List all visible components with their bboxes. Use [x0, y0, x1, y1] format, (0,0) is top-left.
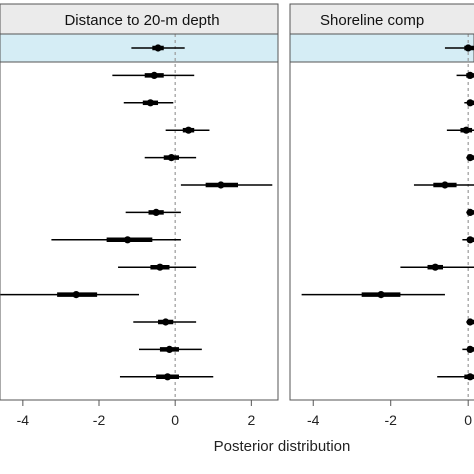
- panel-title: Distance to 20-m depth: [64, 12, 219, 29]
- posterior-mean-point: [154, 44, 162, 52]
- x-tick-label: -4: [17, 412, 30, 428]
- posterior-mean-point: [152, 208, 160, 216]
- x-tick-label: 0: [171, 412, 179, 428]
- posterior-mean-point: [163, 373, 172, 381]
- posterior-mean-point: [72, 291, 80, 299]
- posterior-mean-point: [466, 373, 474, 381]
- x-tick-label: 0: [464, 412, 472, 428]
- posterior-mean-point: [150, 71, 158, 79]
- posterior-mean-point: [431, 263, 439, 271]
- x-tick-label: -2: [384, 412, 397, 428]
- rows-layer: [289, 33, 474, 400]
- posterior-mean-point: [217, 181, 225, 189]
- posterior-mean-point: [165, 345, 174, 353]
- posterior-mean-point: [466, 318, 474, 326]
- posterior-mean-point: [466, 208, 474, 216]
- x-tick-label: -4: [307, 412, 320, 428]
- posterior-mean-point: [441, 181, 449, 189]
- x-axis-title: Posterior distribution: [214, 438, 351, 455]
- posterior-mean-point: [466, 99, 474, 107]
- x-axis: -4 -2 0: [307, 400, 472, 428]
- posterior-mean-point: [466, 345, 474, 353]
- panel-strip: [0, 3, 279, 35]
- posterior-mean-point: [462, 126, 470, 134]
- posterior-mean-point: [184, 126, 193, 134]
- posterior-mean-point: [466, 236, 474, 244]
- posterior-mean-point: [123, 236, 132, 244]
- x-tick-label: -2: [93, 412, 106, 428]
- posterior-mean-point: [156, 263, 164, 271]
- panel-title: Shoreline comp: [320, 12, 424, 29]
- posterior-mean-point: [167, 154, 175, 162]
- plot-frame: [0, 33, 279, 401]
- posterior-mean-point: [377, 291, 385, 299]
- posterior-mean-point: [466, 71, 474, 79]
- posterior-mean-point: [464, 44, 472, 52]
- plot-frame: [289, 33, 474, 401]
- panel-distance-to-20m-depth: Distance to 20-m depth -4 -2 0 2: [0, 3, 279, 428]
- x-axis: -4 -2 0 2: [17, 400, 255, 428]
- posterior-mean-point: [162, 318, 170, 326]
- rows-layer: [0, 33, 279, 400]
- panel-strip: [289, 3, 474, 35]
- posterior-mean-point: [146, 99, 155, 107]
- posterior-mean-point: [466, 154, 474, 162]
- x-tick-label: 2: [247, 412, 255, 428]
- panel-shoreline-comp: Shoreline comp -4 -2 0: [289, 3, 474, 428]
